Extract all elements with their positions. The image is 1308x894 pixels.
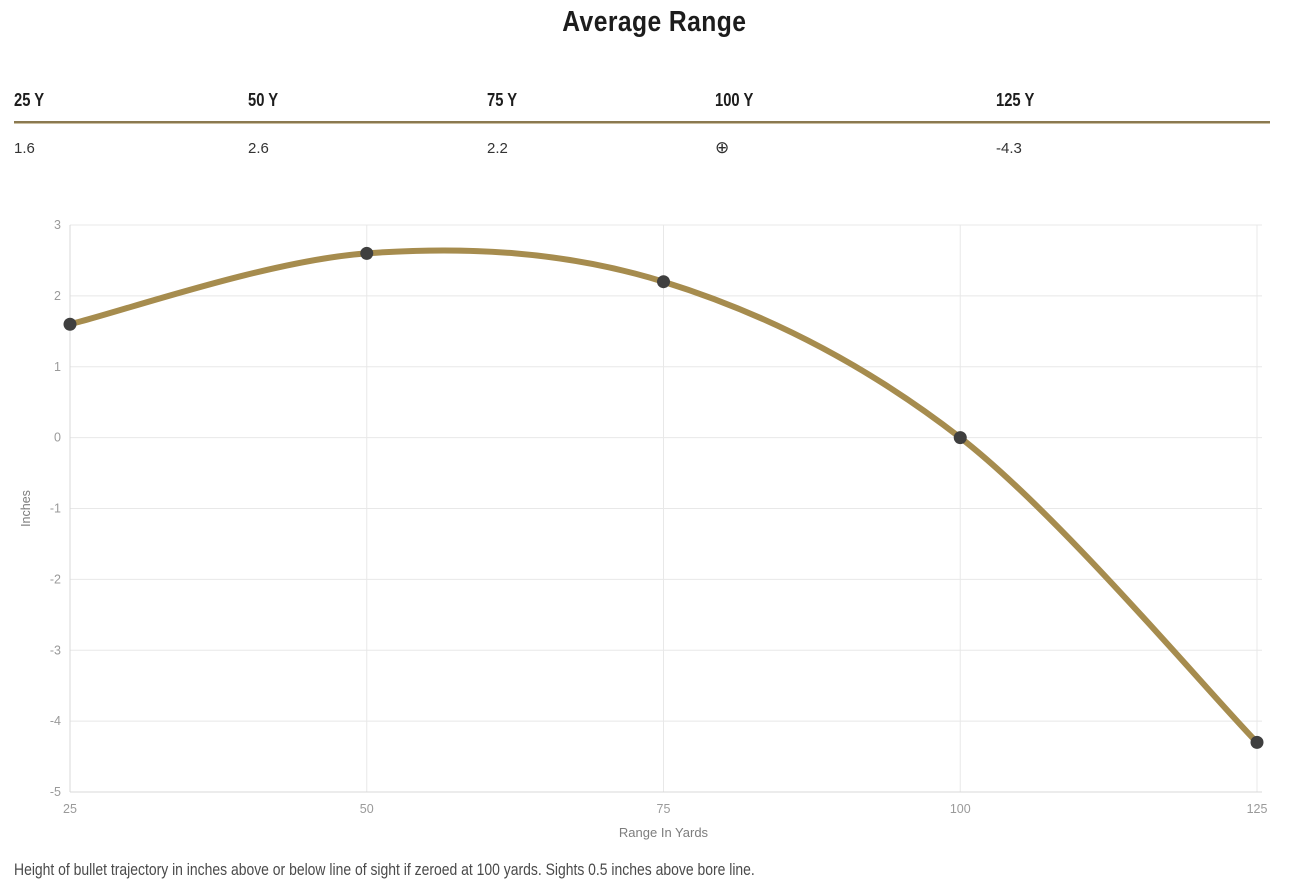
trajectory-chart: 3 2 1 0 -1 -2 -3 -4 -5 25 50 75 100 125 Range In Yards…	[0, 210, 1308, 860]
y-tick-label: 1	[54, 360, 61, 374]
x-tick-label: 75	[657, 802, 671, 816]
range-summary-table: 25 Y 50 Y 75 Y 100 Y 125 Y 1.6 2.6 2.2 ⊕…	[14, 90, 1270, 157]
data-point[interactable]	[63, 317, 77, 331]
range-header-25y: 25 Y	[14, 90, 45, 110]
x-tick-label: 100	[950, 802, 971, 816]
y-tick-label: -5	[50, 785, 61, 799]
range-header-75y: 75 Y	[487, 90, 518, 110]
y-tick-label: 0	[54, 431, 61, 445]
range-table-value-row: 1.6 2.6 2.2 ⊕ -4.3	[14, 124, 1270, 157]
chart-footnote: Height of bullet trajectory in inches ab…	[14, 860, 1304, 880]
gold-divider	[14, 121, 1270, 124]
drop-value-25y: 1.6	[14, 139, 35, 157]
x-tick-label: 125	[1247, 802, 1268, 816]
y-tick-label: 3	[54, 218, 61, 232]
y-tick-label: -4	[50, 714, 61, 728]
range-header-100y: 100 Y	[715, 90, 754, 110]
y-axis-title: Inches	[19, 490, 33, 527]
drop-value-75y: 2.2	[487, 139, 508, 157]
y-tick-label: -3	[50, 643, 61, 657]
x-tick-label: 25	[63, 802, 77, 816]
data-point[interactable]	[657, 275, 670, 289]
trajectory-line	[67, 247, 1260, 746]
drop-value-125y: -4.3	[996, 139, 1022, 157]
data-point[interactable]	[953, 431, 967, 445]
y-tick-label: -1	[50, 502, 61, 516]
x-axis-title: Range In Yards	[619, 825, 709, 840]
page-title-text: Average Range	[561, 6, 747, 38]
range-header-50y: 50 Y	[248, 90, 279, 110]
y-tick-label: 2	[54, 289, 61, 303]
y-tick-label: -2	[50, 572, 61, 586]
data-point[interactable]	[360, 246, 374, 260]
data-point[interactable]	[1250, 735, 1264, 749]
range-table-header-row: 25 Y 50 Y 75 Y 100 Y 125 Y	[14, 90, 1270, 111]
zero-crosshair-icon: ⊕	[715, 138, 730, 157]
range-header-125y: 125 Y	[996, 90, 1035, 110]
chart-footnote-text: Height of bullet trajectory in inches ab…	[14, 860, 755, 879]
trajectory-chart-svg: 3 2 1 0 -1 -2 -3 -4 -525 50 75 100 125 Range In Yards…	[19, 218, 1268, 840]
drop-value-50y: 2.6	[248, 139, 269, 157]
x-tick-label: 50	[360, 802, 374, 816]
page-title: Average Range	[0, 6, 1308, 39]
